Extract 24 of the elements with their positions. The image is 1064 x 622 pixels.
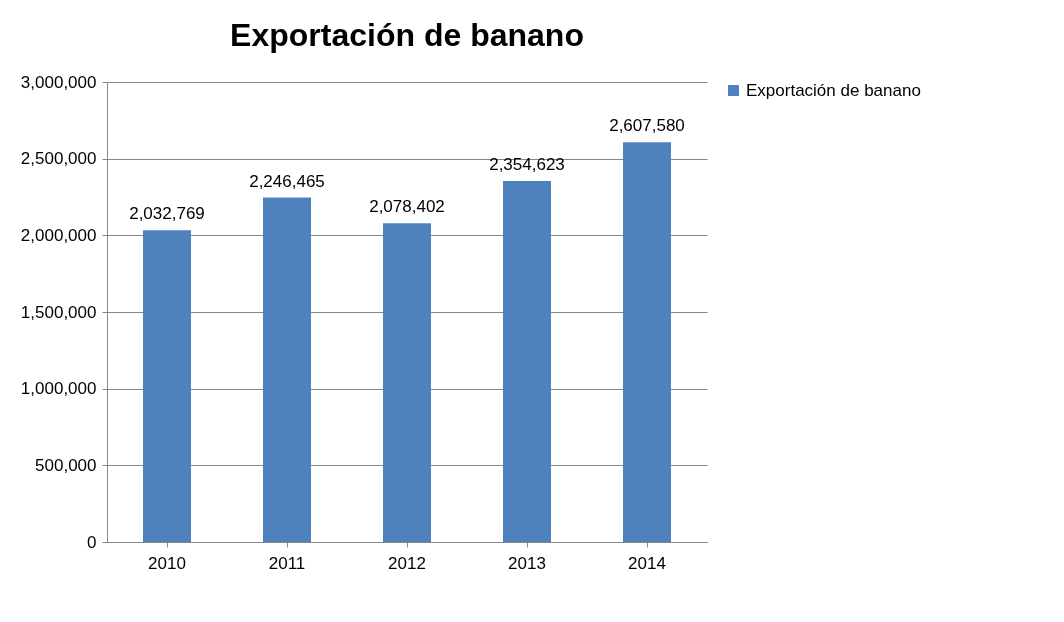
x-tick-label: 2010 [148, 553, 186, 573]
bar [263, 197, 311, 542]
data-label: 2,607,580 [609, 116, 685, 136]
data-label: 2,246,465 [249, 171, 325, 191]
chart-title: Exportación de banano [230, 17, 584, 53]
y-tick-label: 2,500,000 [20, 149, 97, 169]
bar [503, 180, 551, 542]
x-tick-label: 2011 [268, 553, 306, 573]
data-label: 2,354,623 [489, 154, 565, 174]
y-tick-label: 0 [87, 532, 97, 552]
y-tick-label: 1,000,000 [20, 379, 97, 399]
legend-label: Exportación de banano [746, 80, 921, 100]
bar [383, 223, 431, 542]
y-tick-label: 500,000 [35, 455, 97, 475]
x-tick-label: 2013 [508, 553, 546, 573]
x-tick-label: 2014 [628, 553, 666, 573]
data-label: 2,032,769 [129, 204, 205, 224]
bar [623, 142, 671, 542]
y-tick-label: 1,500,000 [20, 302, 97, 322]
bar [143, 230, 191, 542]
x-tick-label: 2012 [388, 553, 426, 573]
y-tick-label: 3,000,000 [20, 72, 97, 92]
y-tick-label: 2,000,000 [20, 225, 97, 245]
data-label: 2,078,402 [369, 197, 445, 217]
